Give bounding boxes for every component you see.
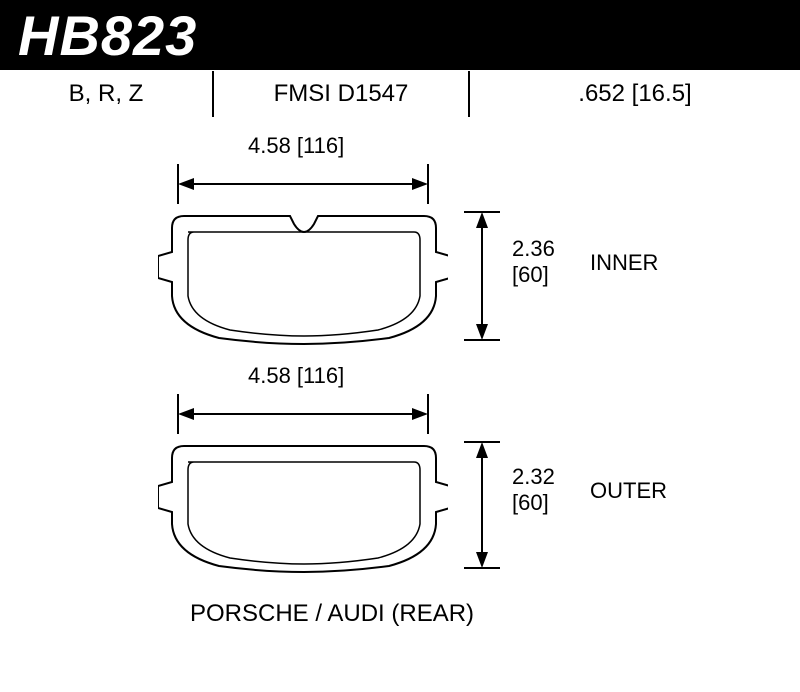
part-number-title: HB823 xyxy=(18,3,197,68)
inner-width-dim xyxy=(168,158,438,208)
inner-height-dim xyxy=(460,202,508,354)
inner-width-label: 4.58 [116] xyxy=(248,133,344,159)
vehicle-fitment-label: PORSCHE / AUDI (REAR) xyxy=(190,600,474,628)
inner-height-label: 2.36 [60] xyxy=(512,236,555,289)
outer-width-dim xyxy=(168,388,438,438)
outer-pad-shape xyxy=(158,440,448,576)
title-bar: HB823 xyxy=(0,0,800,70)
info-row: B, R, Z FMSI D1547 .652 [16.5] xyxy=(0,70,800,118)
outer-width-label: 4.58 [116] xyxy=(248,363,344,389)
outer-height-label: 2.32 [60] xyxy=(512,464,555,517)
inner-side-label: INNER xyxy=(590,250,658,276)
diagram-area: 4.58 [116] 2.36 [60] INNER 4.58 [116] xyxy=(0,118,800,658)
thickness-cell: .652 [16.5] xyxy=(470,80,800,108)
compounds-cell: B, R, Z xyxy=(0,80,212,108)
outer-height-dim xyxy=(460,432,508,582)
inner-pad-shape xyxy=(158,210,448,348)
outer-side-label: OUTER xyxy=(590,478,667,504)
fmsi-cell: FMSI D1547 xyxy=(212,71,470,117)
